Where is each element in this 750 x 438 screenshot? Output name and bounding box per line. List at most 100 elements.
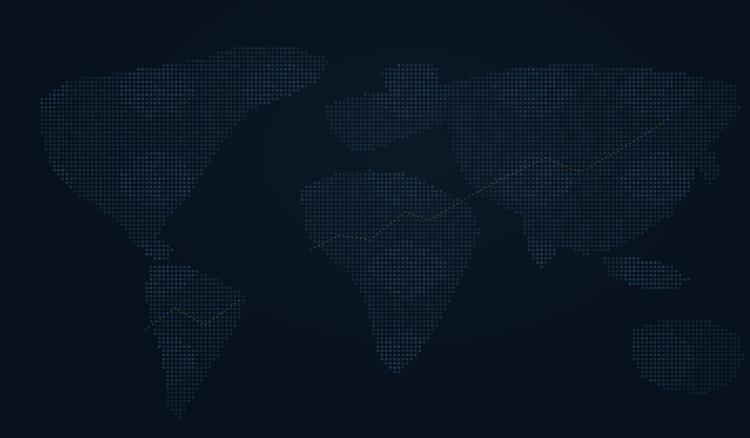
land-dot [527, 223, 531, 227]
land-dot [355, 210, 359, 214]
land-dot [145, 68, 149, 71]
land-dot [414, 181, 417, 185]
land-dot [296, 72, 300, 75]
land-dot [330, 181, 333, 185]
land-dot [86, 93, 90, 96]
land-dot [624, 219, 627, 222]
land-dot [473, 160, 476, 164]
land-dot [548, 219, 552, 222]
land-dot [594, 139, 598, 143]
land-dot [573, 72, 577, 75]
land-dot [666, 72, 669, 75]
land-dot [200, 59, 203, 63]
land-dot [288, 80, 291, 84]
land-dot [569, 177, 573, 180]
land-dot [582, 164, 585, 168]
land-dot [128, 80, 132, 84]
land-dot [431, 223, 434, 227]
land-dot [229, 55, 233, 59]
land-dot [359, 147, 363, 151]
land-dot [53, 147, 56, 151]
land-dot [195, 131, 199, 134]
land-dot [603, 126, 606, 130]
land-dot [174, 143, 178, 147]
land-dot [82, 185, 86, 189]
land-dot [342, 185, 346, 189]
land-dot [573, 198, 577, 201]
land-dot [460, 156, 464, 159]
land-dot [321, 202, 325, 206]
land-dot [401, 173, 405, 176]
land-dot [699, 84, 703, 88]
land-dot [53, 160, 56, 164]
land-dot [447, 110, 451, 113]
land-dot [195, 122, 199, 126]
land-dot [573, 152, 577, 155]
land-dot [305, 80, 308, 84]
land-dot [636, 84, 640, 88]
land-dot [95, 131, 98, 134]
land-dot [149, 202, 153, 206]
land-dot [363, 202, 367, 206]
land-dot [183, 185, 186, 189]
land-dot [531, 240, 535, 243]
land-dot [179, 156, 182, 159]
land-dot [565, 202, 569, 206]
land-dot [317, 181, 321, 185]
land-dot [422, 194, 426, 197]
land-dot [338, 126, 342, 130]
land-dot [153, 97, 157, 101]
land-dot [120, 164, 123, 168]
land-dot [582, 139, 585, 143]
land-dot [624, 206, 627, 210]
land-dot [351, 227, 354, 231]
land-dot [326, 59, 329, 63]
land-dot [355, 139, 359, 143]
land-dot [250, 84, 254, 88]
land-dot [636, 97, 640, 101]
land-dot [61, 139, 65, 143]
land-dot [657, 210, 661, 214]
land-dot [666, 97, 669, 101]
land-dot [704, 156, 707, 159]
land-dot [548, 126, 552, 130]
land-dot [624, 110, 627, 113]
land-dot [683, 72, 686, 75]
land-dot [611, 223, 615, 227]
land-dot [82, 80, 86, 84]
land-dot [498, 114, 501, 117]
land-dot [439, 223, 443, 227]
land-dot [242, 93, 245, 96]
land-dot [515, 84, 518, 88]
land-dot [447, 84, 451, 88]
land-dot [569, 101, 573, 105]
land-dot [200, 110, 203, 113]
land-dot [708, 152, 711, 155]
land-dot [69, 143, 73, 147]
land-dot [456, 110, 459, 113]
land-dot [527, 152, 531, 155]
land-dot [502, 101, 506, 105]
land-dot [384, 84, 388, 88]
land-dot [498, 84, 501, 88]
land-dot [687, 105, 690, 109]
land-dot [645, 198, 648, 201]
land-dot [103, 152, 107, 155]
land-dot [372, 219, 375, 222]
land-dot [531, 143, 535, 147]
land-dot [523, 231, 527, 235]
land-dot [187, 152, 191, 155]
land-dot [590, 210, 594, 214]
land-dot [162, 152, 165, 155]
land-dot [565, 143, 569, 147]
land-dot [624, 236, 627, 239]
land-dot [620, 185, 623, 189]
land-dot [485, 105, 489, 109]
land-dot [519, 110, 522, 113]
land-dot [435, 231, 438, 235]
land-dot [590, 194, 594, 197]
land-dot [414, 68, 417, 71]
land-dot [515, 194, 518, 197]
land-dot [40, 131, 44, 134]
land-dot [494, 189, 497, 193]
